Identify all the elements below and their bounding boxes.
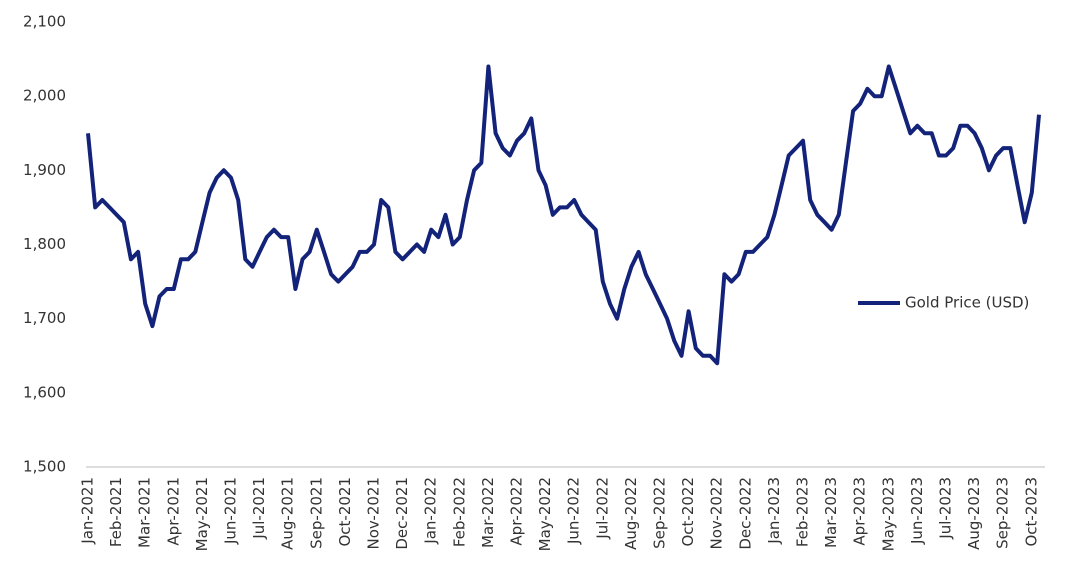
x-tick-label: Jul-2021 — [250, 477, 268, 540]
x-tick-label: Apr-2023 — [851, 477, 869, 546]
x-tick-label: Apr-2021 — [164, 477, 182, 546]
x-tick-label: Sep-2023 — [994, 477, 1012, 549]
x-tick-label: Jun-2023 — [908, 477, 926, 545]
y-tick-label: 2,100 — [23, 13, 66, 31]
x-tick-label: Apr-2022 — [508, 477, 526, 546]
x-tick-label: Jul-2023 — [937, 477, 955, 540]
x-tick-label: Jun-2022 — [565, 477, 583, 545]
legend-label: Gold Price (USD) — [905, 294, 1029, 312]
y-tick-label: 1,700 — [23, 309, 66, 327]
y-tick-label: 1,800 — [23, 235, 66, 253]
x-tick-label: Feb-2023 — [794, 477, 812, 547]
x-tick-label: Aug-2023 — [965, 477, 983, 550]
x-tick-label: Sep-2022 — [651, 477, 669, 549]
x-tick-label: Jun-2021 — [222, 477, 240, 545]
x-tick-label: Sep-2021 — [307, 477, 325, 549]
x-tick-label: Dec-2021 — [393, 477, 411, 550]
price-line — [86, 64, 1041, 366]
x-tick-label: Dec-2022 — [736, 477, 754, 550]
y-tick-label: 2,000 — [23, 87, 66, 105]
x-tick-label: Nov-2021 — [365, 477, 383, 549]
x-tick-label: Aug-2022 — [622, 477, 640, 550]
x-tick-label: May-2021 — [193, 477, 211, 551]
x-tick-label: Aug-2021 — [279, 477, 297, 550]
x-tick-label: May-2023 — [879, 477, 897, 551]
x-tick-label: Mar-2023 — [822, 477, 840, 548]
x-tick-label: Oct-2022 — [679, 477, 697, 547]
x-tick-label: Oct-2021 — [336, 477, 354, 547]
x-tick-label: Mar-2022 — [479, 477, 497, 548]
x-tick-label: Oct-2023 — [1022, 477, 1040, 547]
x-tick-label: Jan-2021 — [79, 477, 97, 545]
x-tick-label: Mar-2021 — [136, 477, 154, 548]
y-tick-label: 1,500 — [23, 458, 66, 476]
y-tick-label: 1,600 — [23, 383, 66, 401]
x-tick-label: Jul-2022 — [593, 477, 611, 540]
x-tick-label: Feb-2022 — [450, 477, 468, 547]
x-tick-label: Jan-2022 — [422, 477, 440, 545]
x-tick-label: Nov-2022 — [708, 477, 726, 549]
x-tick-label: Feb-2021 — [107, 477, 125, 547]
x-tick-label: Jan-2023 — [765, 477, 783, 545]
y-tick-label: 1,900 — [23, 161, 66, 179]
x-tick-label: May-2022 — [536, 477, 554, 551]
